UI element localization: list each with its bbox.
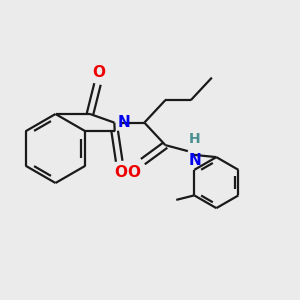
Text: H: H [189, 132, 201, 146]
Text: O: O [92, 65, 106, 80]
Text: O: O [127, 165, 140, 180]
Text: N: N [189, 153, 202, 168]
Text: N: N [118, 115, 131, 130]
Text: O: O [114, 165, 127, 180]
